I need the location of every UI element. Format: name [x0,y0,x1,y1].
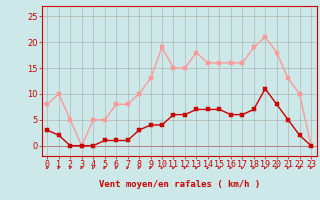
X-axis label: Vent moyen/en rafales ( km/h ): Vent moyen/en rafales ( km/h ) [99,180,260,189]
